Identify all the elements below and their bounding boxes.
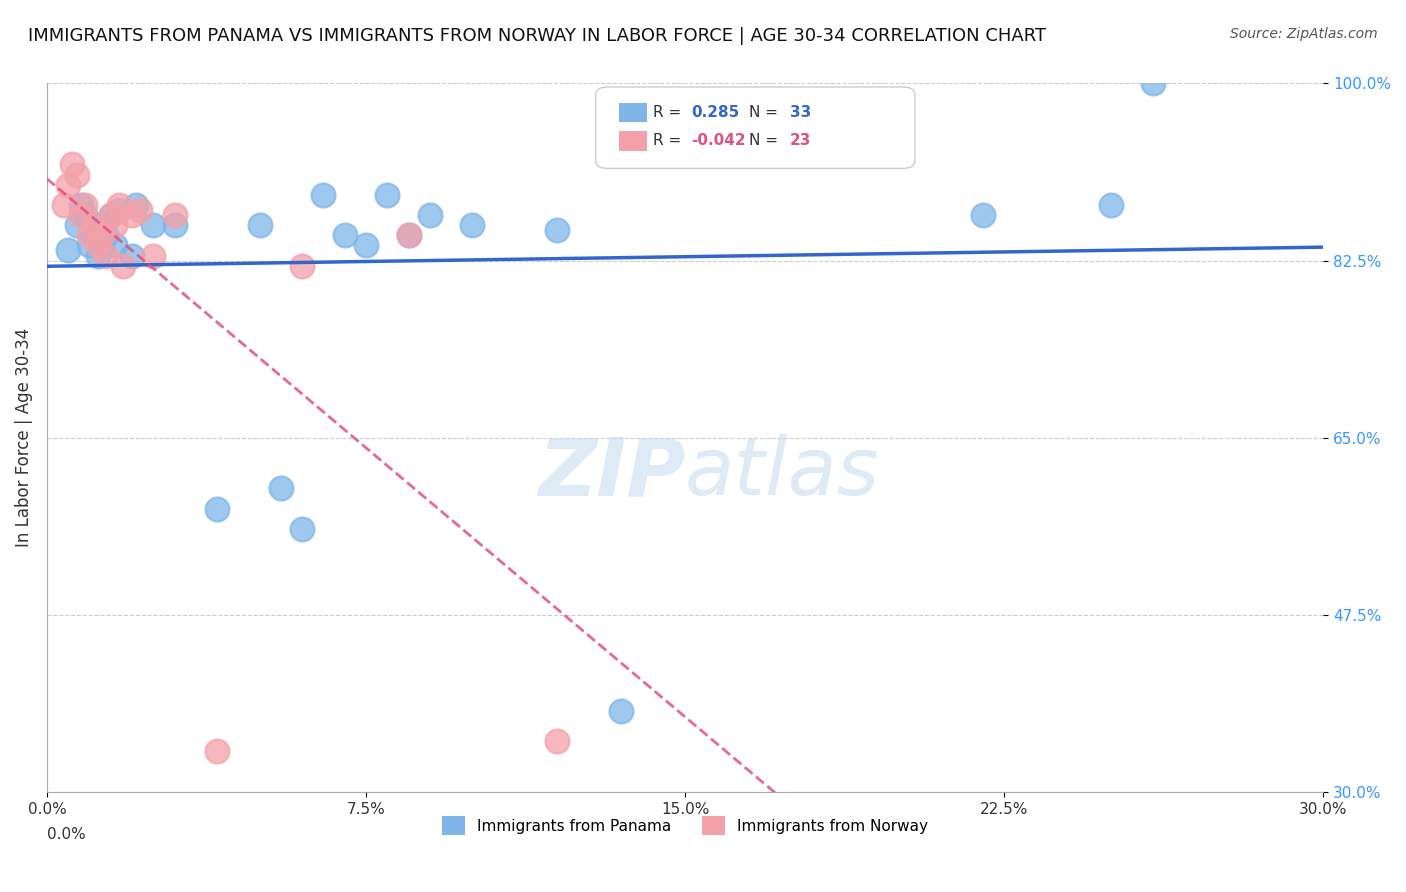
Point xyxy=(610,704,633,718)
Text: N =: N = xyxy=(749,105,778,120)
Point xyxy=(546,734,568,748)
Point xyxy=(91,238,114,252)
Point xyxy=(56,178,79,192)
Point xyxy=(108,198,131,212)
Point xyxy=(163,218,186,232)
Point xyxy=(121,208,143,222)
Point xyxy=(398,228,420,243)
FancyBboxPatch shape xyxy=(596,87,915,169)
Point xyxy=(125,198,148,212)
Legend: Immigrants from Panama, Immigrants from Norway: Immigrants from Panama, Immigrants from … xyxy=(436,810,934,841)
Point xyxy=(1099,198,1122,212)
Point xyxy=(91,218,114,232)
Point xyxy=(79,228,101,243)
Text: R =: R = xyxy=(654,105,682,120)
Point xyxy=(100,208,122,222)
Point xyxy=(291,259,314,273)
Point xyxy=(70,208,93,222)
Point xyxy=(104,218,127,232)
Text: N =: N = xyxy=(749,133,778,148)
Point xyxy=(375,187,398,202)
Y-axis label: In Labor Force | Age 30-34: In Labor Force | Age 30-34 xyxy=(15,328,32,548)
Point xyxy=(270,481,292,495)
Point xyxy=(1142,77,1164,91)
Point xyxy=(354,238,377,252)
Text: ZIP: ZIP xyxy=(537,434,685,512)
Bar xyxy=(619,131,647,151)
Point xyxy=(66,218,89,232)
Point xyxy=(121,248,143,262)
Text: -0.042: -0.042 xyxy=(692,133,747,148)
Point xyxy=(205,501,228,516)
Point xyxy=(419,208,441,222)
Text: IMMIGRANTS FROM PANAMA VS IMMIGRANTS FROM NORWAY IN LABOR FORCE | AGE 30-34 CORR: IMMIGRANTS FROM PANAMA VS IMMIGRANTS FRO… xyxy=(28,27,1046,45)
Point xyxy=(142,218,165,232)
Point xyxy=(70,198,93,212)
Point xyxy=(83,218,105,232)
Point xyxy=(129,202,152,217)
Point xyxy=(108,202,131,217)
Text: 0.285: 0.285 xyxy=(692,105,740,120)
Point xyxy=(546,223,568,237)
Point xyxy=(66,168,89,182)
Point xyxy=(142,248,165,262)
Point xyxy=(96,248,118,262)
Point xyxy=(398,228,420,243)
Point xyxy=(461,218,484,232)
Point xyxy=(75,198,97,212)
Text: atlas: atlas xyxy=(685,434,880,512)
Point xyxy=(112,259,135,273)
Text: 33: 33 xyxy=(790,105,811,120)
Text: Source: ZipAtlas.com: Source: ZipAtlas.com xyxy=(1230,27,1378,41)
Bar xyxy=(619,103,647,122)
Point xyxy=(249,218,271,232)
Text: R =: R = xyxy=(654,133,682,148)
Point xyxy=(291,522,314,536)
Point xyxy=(100,208,122,222)
Point xyxy=(56,244,79,258)
Point xyxy=(333,228,356,243)
Point xyxy=(312,187,335,202)
Point xyxy=(972,208,994,222)
Point xyxy=(79,238,101,252)
Point xyxy=(87,248,110,262)
Point xyxy=(205,744,228,758)
Point xyxy=(87,238,110,252)
Text: 23: 23 xyxy=(790,133,811,148)
Point xyxy=(62,157,84,171)
Text: 0.0%: 0.0% xyxy=(46,828,86,842)
Point xyxy=(163,208,186,222)
Point xyxy=(52,198,75,212)
Point xyxy=(104,238,127,252)
Point xyxy=(96,228,118,243)
Point xyxy=(75,208,97,222)
Point xyxy=(91,228,114,243)
Point xyxy=(83,228,105,243)
